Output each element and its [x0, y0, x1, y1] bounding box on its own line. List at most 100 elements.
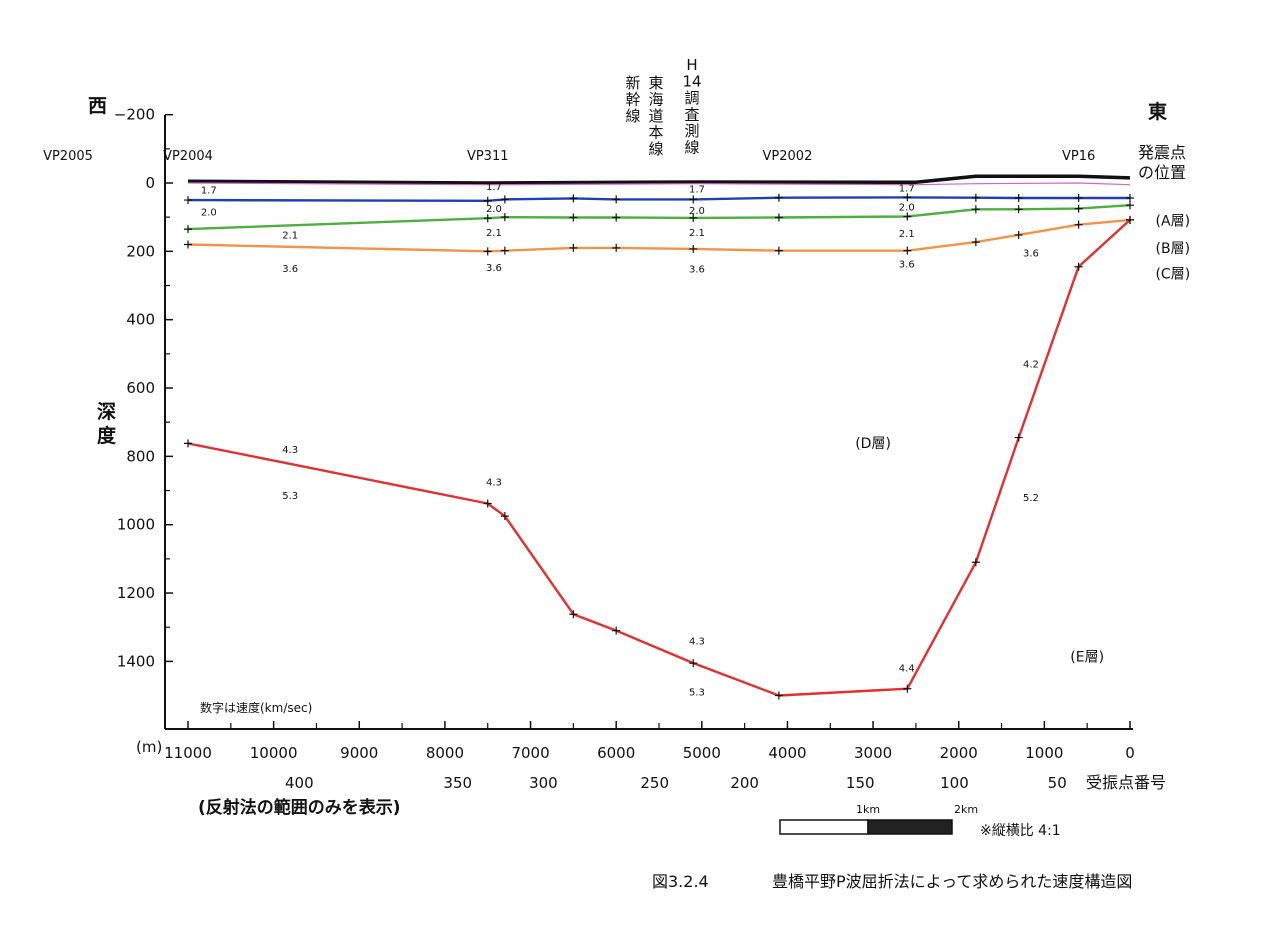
figure-title: 豊橋平野P波屈折法によって求められた速度構造図	[772, 872, 1132, 891]
receiver-label: 受振点番号	[1086, 773, 1166, 792]
x-tick-label: 8000	[426, 744, 464, 762]
y-tick-label: 200	[126, 242, 155, 260]
receiver-tick-label: 100	[940, 774, 969, 792]
data-point	[971, 205, 980, 214]
velocity-label: 3.6	[282, 264, 298, 275]
data-point	[1126, 194, 1134, 203]
shot-point-label-line-1: 発震点	[1138, 143, 1186, 162]
layer-label: (B層)	[1156, 241, 1191, 257]
data-point	[500, 213, 509, 222]
data-point	[689, 213, 698, 222]
data-point	[184, 196, 192, 205]
depth-label-char-1: 深	[97, 400, 116, 423]
data-point	[1014, 433, 1023, 442]
scale-label-1km: 1km	[856, 803, 880, 816]
data-point	[500, 512, 509, 521]
y-tick-label: 0	[145, 174, 155, 192]
depth-axis-label: 深 度	[97, 400, 117, 447]
data-point	[184, 439, 192, 448]
x-tick-label: 3000	[854, 744, 892, 762]
data-point	[500, 246, 509, 255]
vp-label: VP2004	[163, 149, 213, 164]
velocity-label: 2.0	[486, 204, 502, 215]
velocity-label: 3.6	[899, 260, 915, 271]
reflection-note: (反射法の範囲のみを表示)	[198, 797, 401, 818]
data-point	[1014, 205, 1023, 214]
data-point	[971, 238, 980, 247]
point-markers	[184, 193, 1134, 700]
survey-line-h14-char: 調	[684, 89, 699, 107]
data-point	[903, 246, 912, 255]
layer-label: (E層)	[1070, 649, 1104, 665]
aspect-note: ※縦横比 4:1	[980, 823, 1061, 839]
vp-labels: VP2005 VP2004 VP311 VP2002 VP16	[43, 149, 1095, 164]
tokaido-line-char: 道	[648, 107, 663, 125]
survey-line-h14-char: 測	[684, 122, 699, 140]
west-label: 西	[88, 95, 107, 117]
layer-label: (D層)	[855, 436, 891, 452]
data-point	[569, 610, 578, 619]
data-point	[1074, 194, 1083, 203]
y-tick-label: 600	[126, 379, 155, 397]
velocity-label: 5.3	[689, 688, 705, 699]
survey-line-h14-char: H	[686, 56, 697, 74]
scale-bar: 1km 2km	[779, 803, 978, 835]
receiver-tick-label: 50	[1048, 774, 1067, 792]
layer-label: (A層)	[1156, 214, 1191, 230]
velocity-label: 1.7	[486, 182, 502, 193]
velocity-label: 5.3	[282, 491, 298, 502]
survey-line-h14-char: 査	[684, 106, 699, 124]
x-tick-label: 10000	[250, 744, 298, 762]
y-tick-label: 1000	[117, 516, 155, 534]
depth-unit: (m)	[136, 738, 162, 756]
vp-label: VP16	[1062, 149, 1095, 164]
series-lines	[187, 174, 1131, 697]
series-line-6	[187, 219, 1131, 697]
data-point	[774, 193, 783, 202]
receiver-tick-label: 250	[640, 774, 669, 792]
vp-label: VP2002	[763, 149, 813, 164]
data-point	[689, 195, 698, 204]
data-point	[569, 194, 578, 203]
x-tick-label: 5000	[683, 744, 721, 762]
velocity-label: 4.3	[689, 636, 705, 647]
velocity-label: 2.0	[899, 202, 915, 213]
velocity-label: 3.6	[486, 263, 502, 274]
data-point	[612, 213, 621, 222]
data-point	[1074, 204, 1083, 213]
survey-line-h14-char: 線	[684, 139, 699, 157]
y-tick-label: 1200	[117, 584, 155, 602]
velocity-label: 4.3	[282, 445, 298, 456]
tokaido-line-char: 東	[648, 74, 663, 92]
velocity-label: 1.7	[899, 184, 915, 195]
receiver-ticks: 400 350 300 250 200 150 100 50	[285, 774, 1067, 792]
receiver-tick-label: 150	[846, 774, 875, 792]
vp-label: VP311	[467, 149, 509, 164]
velocity-label: 4.4	[899, 664, 915, 675]
velocity-label: 3.6	[1023, 248, 1039, 259]
receiver-tick-label: 200	[730, 774, 759, 792]
y-tick-label: −200	[114, 106, 155, 124]
data-point	[612, 243, 621, 252]
shinkansen-line-char: 新	[625, 74, 640, 92]
data-point	[612, 195, 621, 204]
scale-bar-white	[779, 819, 869, 835]
shot-point-label: 発震点 の位置	[1138, 143, 1186, 182]
survey-line-h14-char: 14	[682, 73, 701, 91]
velocity-label: 3.6	[689, 265, 705, 276]
data-point	[483, 499, 492, 508]
velocity-label: 2.0	[689, 206, 705, 217]
data-point	[1014, 194, 1023, 203]
data-point	[774, 213, 783, 222]
data-point	[689, 244, 698, 253]
velocity-note: 数字は速度(km/sec)	[200, 700, 312, 715]
vp-label: VP2005	[43, 149, 93, 164]
data-point	[903, 212, 912, 221]
x-tick-label: 0	[1125, 744, 1135, 762]
velocity-label: 2.0	[201, 207, 217, 218]
data-point	[483, 214, 492, 223]
tokaido-line-char: 本	[648, 124, 663, 142]
velocity-label: 1.7	[689, 185, 705, 196]
